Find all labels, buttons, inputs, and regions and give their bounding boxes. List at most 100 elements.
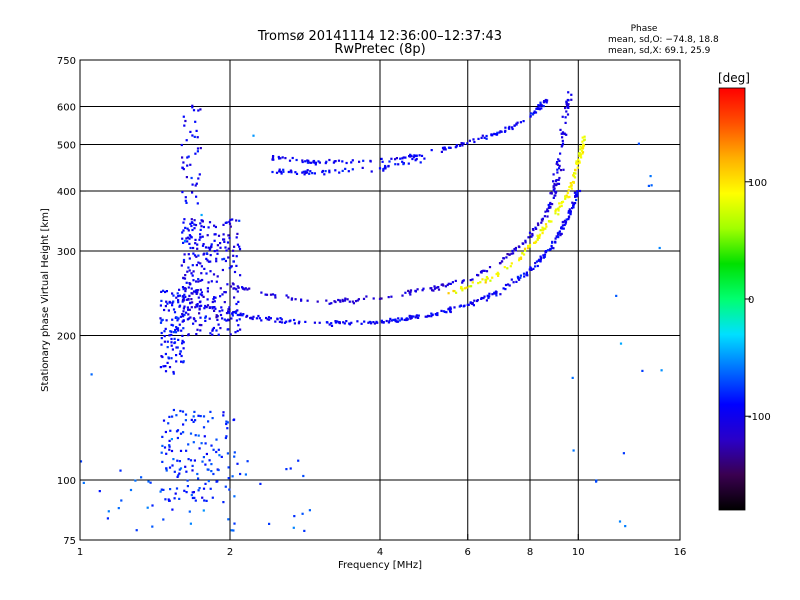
data-point — [168, 444, 171, 447]
data-point — [172, 308, 176, 311]
data-point — [185, 491, 188, 494]
data-point — [192, 279, 195, 282]
data-point — [535, 107, 538, 110]
data-point — [388, 160, 391, 163]
data-point — [581, 136, 584, 139]
data-point — [540, 107, 543, 110]
y-tick-label: 300 — [57, 247, 76, 258]
data-point — [201, 294, 204, 297]
data-point — [163, 446, 167, 449]
data-point — [230, 265, 233, 268]
data-point — [407, 162, 410, 165]
data-point — [176, 436, 179, 440]
data-point — [243, 288, 246, 291]
data-point — [415, 154, 418, 158]
data-point — [201, 220, 204, 223]
data-point — [543, 253, 547, 256]
data-point — [227, 247, 230, 250]
data-point — [462, 305, 465, 308]
data-point — [221, 317, 224, 320]
data-point — [182, 297, 185, 300]
data-point — [159, 490, 162, 493]
data-point — [309, 170, 312, 173]
data-point — [184, 295, 187, 298]
data-point — [213, 306, 216, 309]
data-point — [191, 106, 194, 109]
data-point — [622, 452, 625, 455]
data-point — [190, 224, 193, 228]
data-point — [558, 159, 561, 162]
data-point — [408, 316, 411, 319]
data-point — [239, 314, 242, 317]
data-point — [301, 160, 304, 164]
y-tick-label: 75 — [63, 536, 76, 547]
data-point — [204, 315, 207, 318]
data-point — [192, 317, 195, 320]
data-point — [395, 157, 398, 160]
data-point — [518, 278, 521, 281]
data-point — [305, 171, 309, 174]
data-point — [237, 300, 240, 303]
data-point — [538, 233, 542, 236]
data-point — [182, 258, 186, 262]
data-point — [295, 172, 299, 175]
data-point — [641, 369, 644, 372]
colorbar — [718, 87, 746, 511]
data-point — [175, 360, 178, 363]
data-point — [208, 306, 212, 309]
data-point — [558, 205, 561, 208]
data-point — [304, 170, 307, 173]
data-point — [468, 285, 471, 288]
data-point — [312, 160, 315, 163]
data-point — [561, 227, 564, 230]
data-point — [341, 169, 344, 172]
data-point — [303, 529, 306, 532]
data-point — [370, 322, 373, 325]
data-point — [578, 152, 581, 155]
data-point — [206, 234, 209, 237]
data-point — [242, 313, 245, 316]
data-point — [160, 343, 163, 346]
stats-line-x: mean, sd,X: 69.1, 25.9 — [608, 46, 711, 56]
data-point — [159, 304, 162, 307]
data-point — [191, 301, 194, 304]
data-point — [337, 159, 341, 162]
chart-title: Tromsø 20141114 12:36:00–12:37:43 — [257, 29, 502, 44]
data-point — [194, 499, 197, 502]
data-point — [204, 319, 207, 322]
data-point — [232, 249, 235, 252]
data-point — [222, 233, 225, 236]
data-point — [207, 281, 210, 284]
data-point — [182, 341, 185, 344]
data-point — [198, 238, 201, 241]
data-point — [90, 373, 93, 376]
data-point — [397, 163, 400, 166]
data-point — [369, 160, 372, 163]
data-point — [177, 474, 180, 477]
data-point — [558, 230, 561, 233]
data-point — [392, 318, 395, 321]
data-point — [171, 304, 174, 307]
data-point — [191, 496, 194, 500]
data-point — [281, 156, 284, 159]
data-point — [265, 293, 269, 296]
data-point — [186, 306, 189, 309]
data-point — [186, 479, 189, 482]
data-point — [567, 189, 570, 192]
data-point — [196, 150, 199, 153]
data-point — [178, 304, 182, 307]
data-point — [442, 284, 445, 287]
data-point — [499, 262, 502, 265]
data-point — [548, 220, 551, 223]
data-point — [185, 449, 188, 452]
data-point — [553, 190, 556, 193]
data-point — [334, 169, 337, 172]
data-point — [194, 224, 198, 227]
data-point — [238, 248, 242, 251]
data-point — [201, 496, 204, 499]
data-point — [304, 171, 307, 174]
data-point — [556, 182, 559, 185]
data-point — [260, 291, 263, 294]
data-point — [219, 287, 222, 290]
data-point — [182, 161, 185, 164]
